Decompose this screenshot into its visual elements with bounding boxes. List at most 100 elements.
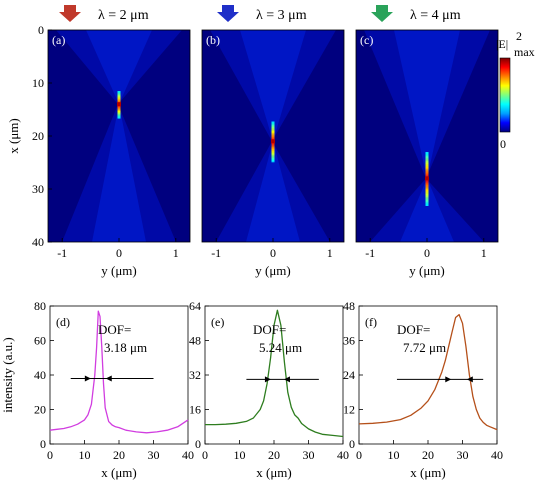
y-tick-label: 48 <box>189 334 201 348</box>
focal-pixel <box>425 190 429 192</box>
focal-pixel <box>117 97 121 99</box>
beam-cone-upper <box>210 30 336 142</box>
x-tick-label: 20 <box>113 448 125 462</box>
focal-pixel <box>271 124 275 126</box>
focal-pixel <box>117 100 121 103</box>
colorbar-max-label: |E| <box>496 37 508 51</box>
focal-pixel <box>271 149 275 151</box>
focal-pixel <box>271 125 275 128</box>
panel-label: (a) <box>52 33 65 47</box>
focal-pixel <box>425 182 429 184</box>
focal-pixel <box>117 109 121 111</box>
intensity-curve <box>358 313 498 431</box>
focal-pixel <box>425 197 429 199</box>
focal-pixel <box>271 121 275 123</box>
x-tick-label: 20 <box>422 448 434 462</box>
focal-pixel <box>271 138 275 140</box>
field-map-1: (a) -1 0 1 y (μm) 0 10 20 30 40 x (μm) <box>6 23 191 278</box>
y-tick-label: 30 <box>32 182 44 196</box>
focal-pixel <box>271 145 275 147</box>
x-tick-label: 0 <box>270 246 276 260</box>
colorbar-min-label: 0 <box>500 137 506 151</box>
dof-arrowhead-right <box>466 376 473 383</box>
focal-pixel <box>117 106 121 108</box>
colorbar-scale <box>499 57 511 133</box>
focal-pixel <box>425 187 429 189</box>
y-tick-label: 48 <box>343 299 355 313</box>
y-tick-label: 0 <box>38 23 44 37</box>
y-tick-label: 24 <box>343 368 355 382</box>
focal-pixel <box>271 143 275 145</box>
x-tick-label: 0 <box>202 448 208 462</box>
x-axis-label: y (μm) <box>101 263 137 278</box>
dof-arrowhead-right <box>105 375 112 382</box>
field-map-3: (c) -1 0 1 y (μm) <box>355 29 499 278</box>
y-tick-label: 32 <box>189 368 201 382</box>
focal-pixel <box>425 199 429 201</box>
focal-pixel <box>117 113 121 115</box>
x-axis-label: x (μm) <box>101 465 137 480</box>
focal-pixel <box>425 198 429 200</box>
focal-pixel <box>117 107 121 109</box>
focal-pixel <box>117 94 121 96</box>
x-tick-label: 1 <box>327 246 333 260</box>
down-arrow-icon <box>217 5 239 22</box>
x-tick-label: 30 <box>148 448 160 462</box>
plot-frame <box>49 305 189 445</box>
y-tick-label: 10 <box>32 76 44 90</box>
focal-pixel <box>425 183 429 186</box>
y-axis-label: x (μm) <box>6 118 21 154</box>
dof-arrowhead-left <box>84 375 91 382</box>
focal-pixel <box>425 201 429 203</box>
focal-pixel <box>425 196 429 198</box>
beam-core-upper <box>394 30 460 179</box>
focal-pixel <box>117 108 121 110</box>
focal-pixel <box>425 161 429 164</box>
dof-label: DOF= <box>397 322 430 337</box>
field-map-2: (b) -1 0 1 y (μm) <box>201 29 345 278</box>
down-arrow-icon <box>59 5 81 22</box>
x-axis-label: y (μm) <box>255 263 291 278</box>
beam-cone-upper <box>364 30 490 179</box>
beam-cone-lower <box>216 141 330 242</box>
focal-pixel <box>425 160 429 162</box>
x-tick-label: 40 <box>182 448 194 462</box>
y-tick-label: 40 <box>32 235 44 249</box>
dof-label: DOF= <box>98 322 131 337</box>
focal-pixel <box>271 155 275 157</box>
x-tick-label: 30 <box>303 448 315 462</box>
focal-pixel <box>425 174 429 176</box>
y-tick-label: 36 <box>343 334 355 348</box>
focal-pixel <box>425 202 429 204</box>
y-tick-label: 20 <box>32 129 44 143</box>
dof-value: 7.72 μm <box>403 340 446 355</box>
plot-frame <box>358 305 498 445</box>
x-tick-label: 40 <box>337 448 349 462</box>
x-tick-label: 1 <box>481 246 487 260</box>
colorbar: |E| 2 max 0 <box>496 29 535 151</box>
focal-pixel <box>271 151 275 153</box>
focal-peak <box>425 176 429 181</box>
focal-pixel <box>271 153 275 155</box>
intensity-plot-2: 0 10 20 30 40 0 16 32 48 64 x (μm) (e) DOF= 5.24 μm <box>189 299 349 480</box>
dof-arrowhead-right <box>283 376 290 383</box>
dof-arrowhead-left <box>445 376 452 383</box>
focal-peak <box>271 139 275 144</box>
x-tick-label: 30 <box>457 448 469 462</box>
y-tick-label: 0 <box>349 437 355 451</box>
focal-pixel <box>271 131 275 133</box>
focal-pixel <box>117 98 121 100</box>
panel-label: (f) <box>365 315 377 329</box>
intensity-curve <box>49 310 189 434</box>
focal-pixel <box>271 152 275 154</box>
y-tick-label: 0 <box>40 437 46 451</box>
intensity-plot-1: 0 10 20 30 40 0 20 40 60 80 x (μm) intensity (a.u.)… <box>0 299 194 480</box>
x-tick-label: -1 <box>57 246 67 260</box>
focal-pixel <box>271 157 275 159</box>
beam-core-lower <box>92 104 146 242</box>
focal-pixel <box>271 129 275 131</box>
focal-pixel <box>425 155 429 157</box>
focal-pixel <box>271 150 275 152</box>
focal-pixel <box>425 158 429 160</box>
focal-pixel <box>425 192 429 194</box>
